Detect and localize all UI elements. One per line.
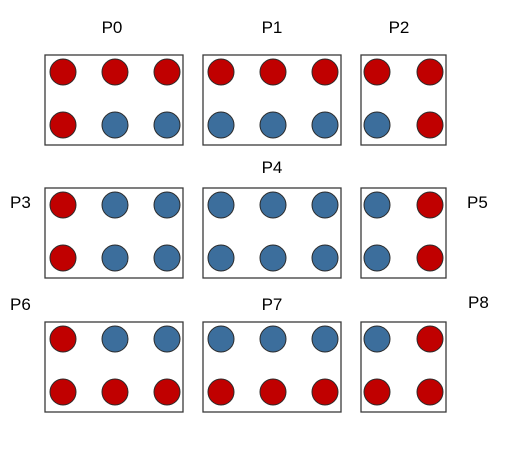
red-dot xyxy=(311,378,339,406)
red-dot xyxy=(416,58,444,86)
blue-dot xyxy=(259,111,287,139)
partitions-layer: P0 P1 P2 P3 P4 P5 P6 P7 P8 xyxy=(10,18,489,413)
blue-dot xyxy=(363,244,391,272)
blue-dot xyxy=(259,244,287,272)
partition-p6: P6 xyxy=(10,295,184,413)
red-dot xyxy=(49,244,77,272)
blue-dot xyxy=(207,191,235,219)
partition-label: P6 xyxy=(10,295,31,314)
red-dot xyxy=(416,378,444,406)
red-dot xyxy=(416,191,444,219)
red-dot xyxy=(153,58,181,86)
red-dot xyxy=(363,378,391,406)
red-dot xyxy=(259,58,287,86)
blue-dot xyxy=(207,244,235,272)
partition-p4: P4 xyxy=(202,158,342,279)
red-dot xyxy=(49,378,77,406)
blue-dot xyxy=(101,111,129,139)
partition-label: P7 xyxy=(262,295,283,314)
blue-dot xyxy=(259,191,287,219)
blue-dot xyxy=(363,325,391,353)
red-dot xyxy=(259,378,287,406)
blue-dot xyxy=(101,191,129,219)
blue-dot xyxy=(101,244,129,272)
red-dot xyxy=(101,58,129,86)
red-dot xyxy=(207,58,235,86)
red-dot xyxy=(416,111,444,139)
partition-p2: P2 xyxy=(360,18,447,146)
blue-dot xyxy=(207,111,235,139)
red-dot xyxy=(416,244,444,272)
blue-dot xyxy=(363,111,391,139)
blue-dot xyxy=(311,111,339,139)
red-dot xyxy=(416,325,444,353)
red-dot xyxy=(101,378,129,406)
blue-dot xyxy=(101,325,129,353)
partition-p5: P5 xyxy=(360,187,488,279)
blue-dot xyxy=(153,244,181,272)
blue-dot xyxy=(363,191,391,219)
blue-dot xyxy=(311,325,339,353)
partition-label: P5 xyxy=(467,193,488,212)
partition-p0: P0 xyxy=(44,18,184,146)
partition-p1: P1 xyxy=(202,18,342,146)
blue-dot xyxy=(311,244,339,272)
red-dot xyxy=(311,58,339,86)
blue-dot xyxy=(153,111,181,139)
partition-label: P8 xyxy=(468,293,489,312)
partition-p7: P7 xyxy=(202,295,342,413)
red-dot xyxy=(49,325,77,353)
blue-dot xyxy=(311,191,339,219)
red-dot xyxy=(49,111,77,139)
red-dot xyxy=(153,378,181,406)
partition-label: P2 xyxy=(389,18,410,37)
partition-p3: P3 xyxy=(10,187,184,279)
partition-label: P0 xyxy=(102,18,123,37)
blue-dot xyxy=(153,325,181,353)
blue-dot xyxy=(259,325,287,353)
partition-label: P4 xyxy=(262,158,283,177)
blue-dot xyxy=(153,191,181,219)
red-dot xyxy=(49,58,77,86)
red-dot xyxy=(49,191,77,219)
partition-label: P1 xyxy=(262,18,283,37)
red-dot xyxy=(207,378,235,406)
blue-dot xyxy=(207,325,235,353)
red-dot xyxy=(363,58,391,86)
partition-p8: P8 xyxy=(360,293,489,413)
partition-label: P3 xyxy=(10,193,31,212)
